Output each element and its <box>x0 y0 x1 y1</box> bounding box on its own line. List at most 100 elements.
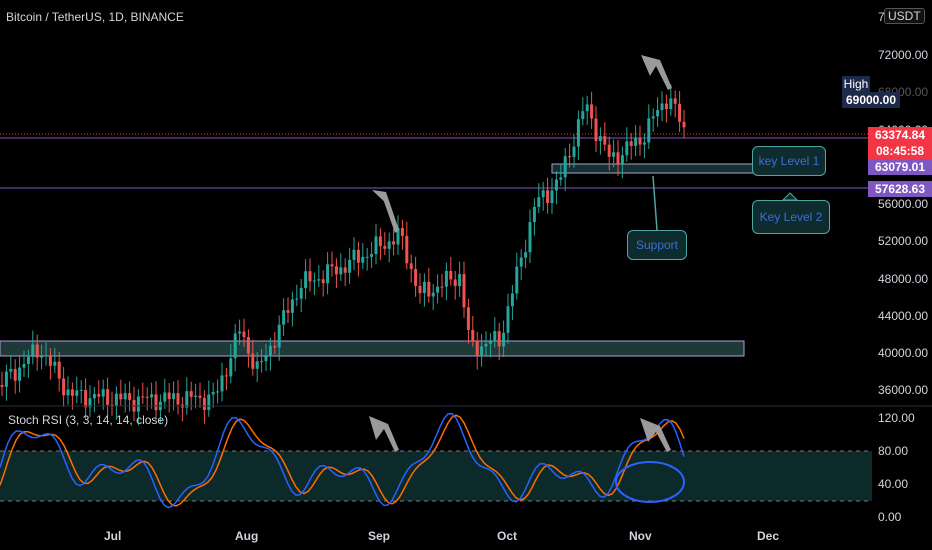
key2-pointer <box>781 192 799 201</box>
candle-body <box>66 389 70 396</box>
annotation-arrow-2 <box>641 55 672 90</box>
candle-body <box>519 257 523 267</box>
candle-body <box>598 136 602 142</box>
candle-body <box>79 389 83 391</box>
price-tick-label: 36000.00 <box>878 383 929 398</box>
support-zone-low <box>0 340 745 357</box>
candle-body <box>150 394 154 398</box>
candle-body <box>396 227 400 245</box>
candle-body <box>13 369 17 381</box>
time-label: Aug <box>235 529 259 543</box>
candle-body <box>0 385 4 387</box>
high-tag: High <box>842 76 870 92</box>
candle-body <box>255 361 259 369</box>
candle-body <box>18 367 22 381</box>
candle-body <box>387 241 391 249</box>
annotation-arrow-3 <box>369 416 399 452</box>
candle-body <box>295 298 299 300</box>
candle-body <box>31 344 35 357</box>
current-price-badge: 63374.84 08:45:58 <box>868 127 932 159</box>
candle-body <box>537 197 541 207</box>
time-label: Nov <box>629 529 652 543</box>
candle-body <box>26 356 30 364</box>
indicator-tick-label: 0.00 <box>878 510 902 524</box>
candle-body <box>590 104 594 119</box>
candle-body <box>167 392 171 400</box>
candle-body <box>572 146 576 157</box>
candle-body <box>330 264 334 267</box>
annotation-arrow-4 <box>640 418 671 452</box>
currency-button[interactable]: USDT <box>884 8 925 24</box>
symbol-title[interactable]: Bitcoin / TetherUS, 1D, BINANCE <box>6 10 184 24</box>
candle-body <box>361 256 365 263</box>
candle-body <box>554 179 558 191</box>
candle-body <box>669 98 673 110</box>
candle-body <box>145 396 149 398</box>
candle-body <box>550 190 554 204</box>
candle-body <box>163 392 167 402</box>
candle-body <box>286 310 290 313</box>
candle-body <box>352 249 356 260</box>
candle-body <box>440 286 444 288</box>
stoch-k-line <box>0 412 685 509</box>
indicator-tick-label: 40.00 <box>878 477 909 491</box>
candle-body <box>651 116 655 119</box>
support-callout[interactable]: Support <box>627 230 687 260</box>
candle-body <box>678 103 682 122</box>
candle-body <box>660 103 664 111</box>
candle-body <box>260 361 264 363</box>
candle-body <box>233 333 237 359</box>
candle-body <box>625 141 629 156</box>
indicator-tick-label: 120.00 <box>878 411 915 425</box>
candle-body <box>475 340 479 356</box>
top-axis-partial: 7 <box>878 10 885 24</box>
key-level-2-badge: 57628.63 <box>868 181 932 197</box>
candle-body <box>462 274 466 308</box>
time-label: Jul <box>104 529 122 543</box>
candle-body <box>308 271 312 282</box>
candle-body <box>414 269 418 286</box>
candle-body <box>88 398 92 408</box>
candle-body <box>75 390 79 396</box>
candle-body <box>528 222 532 253</box>
candle-body <box>603 136 607 145</box>
candle-body <box>431 292 435 297</box>
candle-body <box>268 345 272 357</box>
candle-body <box>299 288 303 299</box>
candlestick-series <box>0 84 686 426</box>
candle-body <box>290 299 294 313</box>
key-level-2-callout[interactable]: Key Level 2 <box>752 200 830 234</box>
candle-body <box>409 263 413 270</box>
indicator-title[interactable]: Stoch RSI (3, 3, 14, 14, close) <box>8 413 169 427</box>
candle-body <box>374 236 378 255</box>
candle-body <box>334 266 338 275</box>
candle-body <box>22 363 26 368</box>
candle-body <box>202 397 206 410</box>
candle-body <box>70 389 74 396</box>
time-label: Dec <box>757 529 780 543</box>
candle-body <box>427 281 431 297</box>
candle-body <box>453 279 457 287</box>
time-label: Oct <box>497 529 518 543</box>
candle-body <box>458 274 462 287</box>
candle-body <box>238 331 242 334</box>
annotation-ellipse <box>615 461 685 503</box>
candle-body <box>172 393 176 400</box>
candle-body <box>444 270 448 287</box>
key-level-1-callout[interactable]: key Level 1 <box>752 146 826 176</box>
candle-body <box>242 331 246 338</box>
candle-body <box>370 254 374 257</box>
candle-body <box>44 355 48 357</box>
candle-body <box>647 118 651 143</box>
candle-body <box>110 404 114 407</box>
candle-body <box>141 396 145 398</box>
candle-body <box>563 156 567 178</box>
current-price-value: 63374.84 <box>874 128 926 142</box>
candle-body <box>317 279 321 281</box>
stoch-d-line <box>0 414 685 507</box>
candle-body <box>576 119 580 147</box>
time-label: Sep <box>368 529 391 543</box>
candle-body <box>524 252 528 258</box>
